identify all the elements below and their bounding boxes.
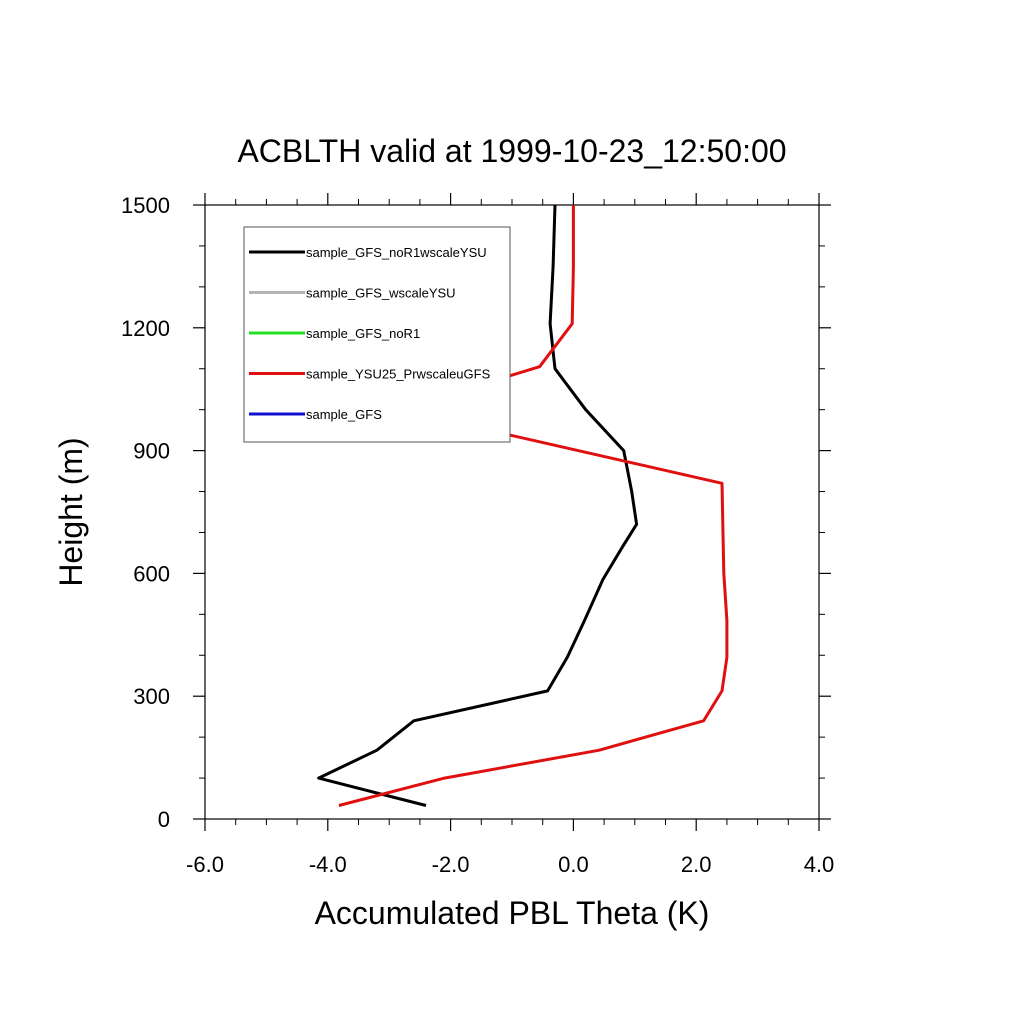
- x-tick-label: -6.0: [186, 852, 224, 877]
- x-tick-label: -4.0: [309, 852, 347, 877]
- y-tick-label: 0: [158, 807, 170, 832]
- legend-label: sample_GFS_wscaleYSU: [306, 286, 456, 301]
- series-layer: [317, 204, 729, 807]
- legend-label: sample_GFS: [306, 407, 382, 422]
- y-tick-label: 600: [133, 561, 170, 586]
- legend-label: sample_YSU25_PrwscaleuGFS: [306, 367, 491, 382]
- x-tick-label: 0.0: [558, 852, 589, 877]
- x-tick-label: -2.0: [432, 852, 470, 877]
- x-tick-label: 4.0: [804, 852, 835, 877]
- x-tick-label: 2.0: [681, 852, 712, 877]
- series-line-sample-gfs-nor1wscaleysu: [317, 204, 639, 807]
- y-tick-label: 300: [133, 684, 170, 709]
- chart-title: ACBLTH valid at 1999-10-23_12:50:00: [237, 133, 786, 169]
- ticks-layer: -6.0 -4.0 -2.0 0.0 2.0 4.0 0 300 600 900 1200 1500: [121, 193, 834, 877]
- series-line-sample-ysu25-prwscaleugfs: [338, 205, 729, 807]
- legend-label: sample_GFS_noR1wscaleYSU: [306, 245, 487, 260]
- legend-label: sample_GFS_noR1: [306, 326, 420, 341]
- y-axis-label: Height (m): [53, 437, 89, 586]
- y-tick-label: 1500: [121, 193, 170, 218]
- x-axis-label: Accumulated PBL Theta (K): [315, 895, 710, 931]
- legend: sample_GFS_noR1wscaleYSU sample_GFS_wscal…: [243, 226, 511, 443]
- y-tick-label: 1200: [121, 316, 170, 341]
- y-tick-label: 900: [133, 439, 170, 464]
